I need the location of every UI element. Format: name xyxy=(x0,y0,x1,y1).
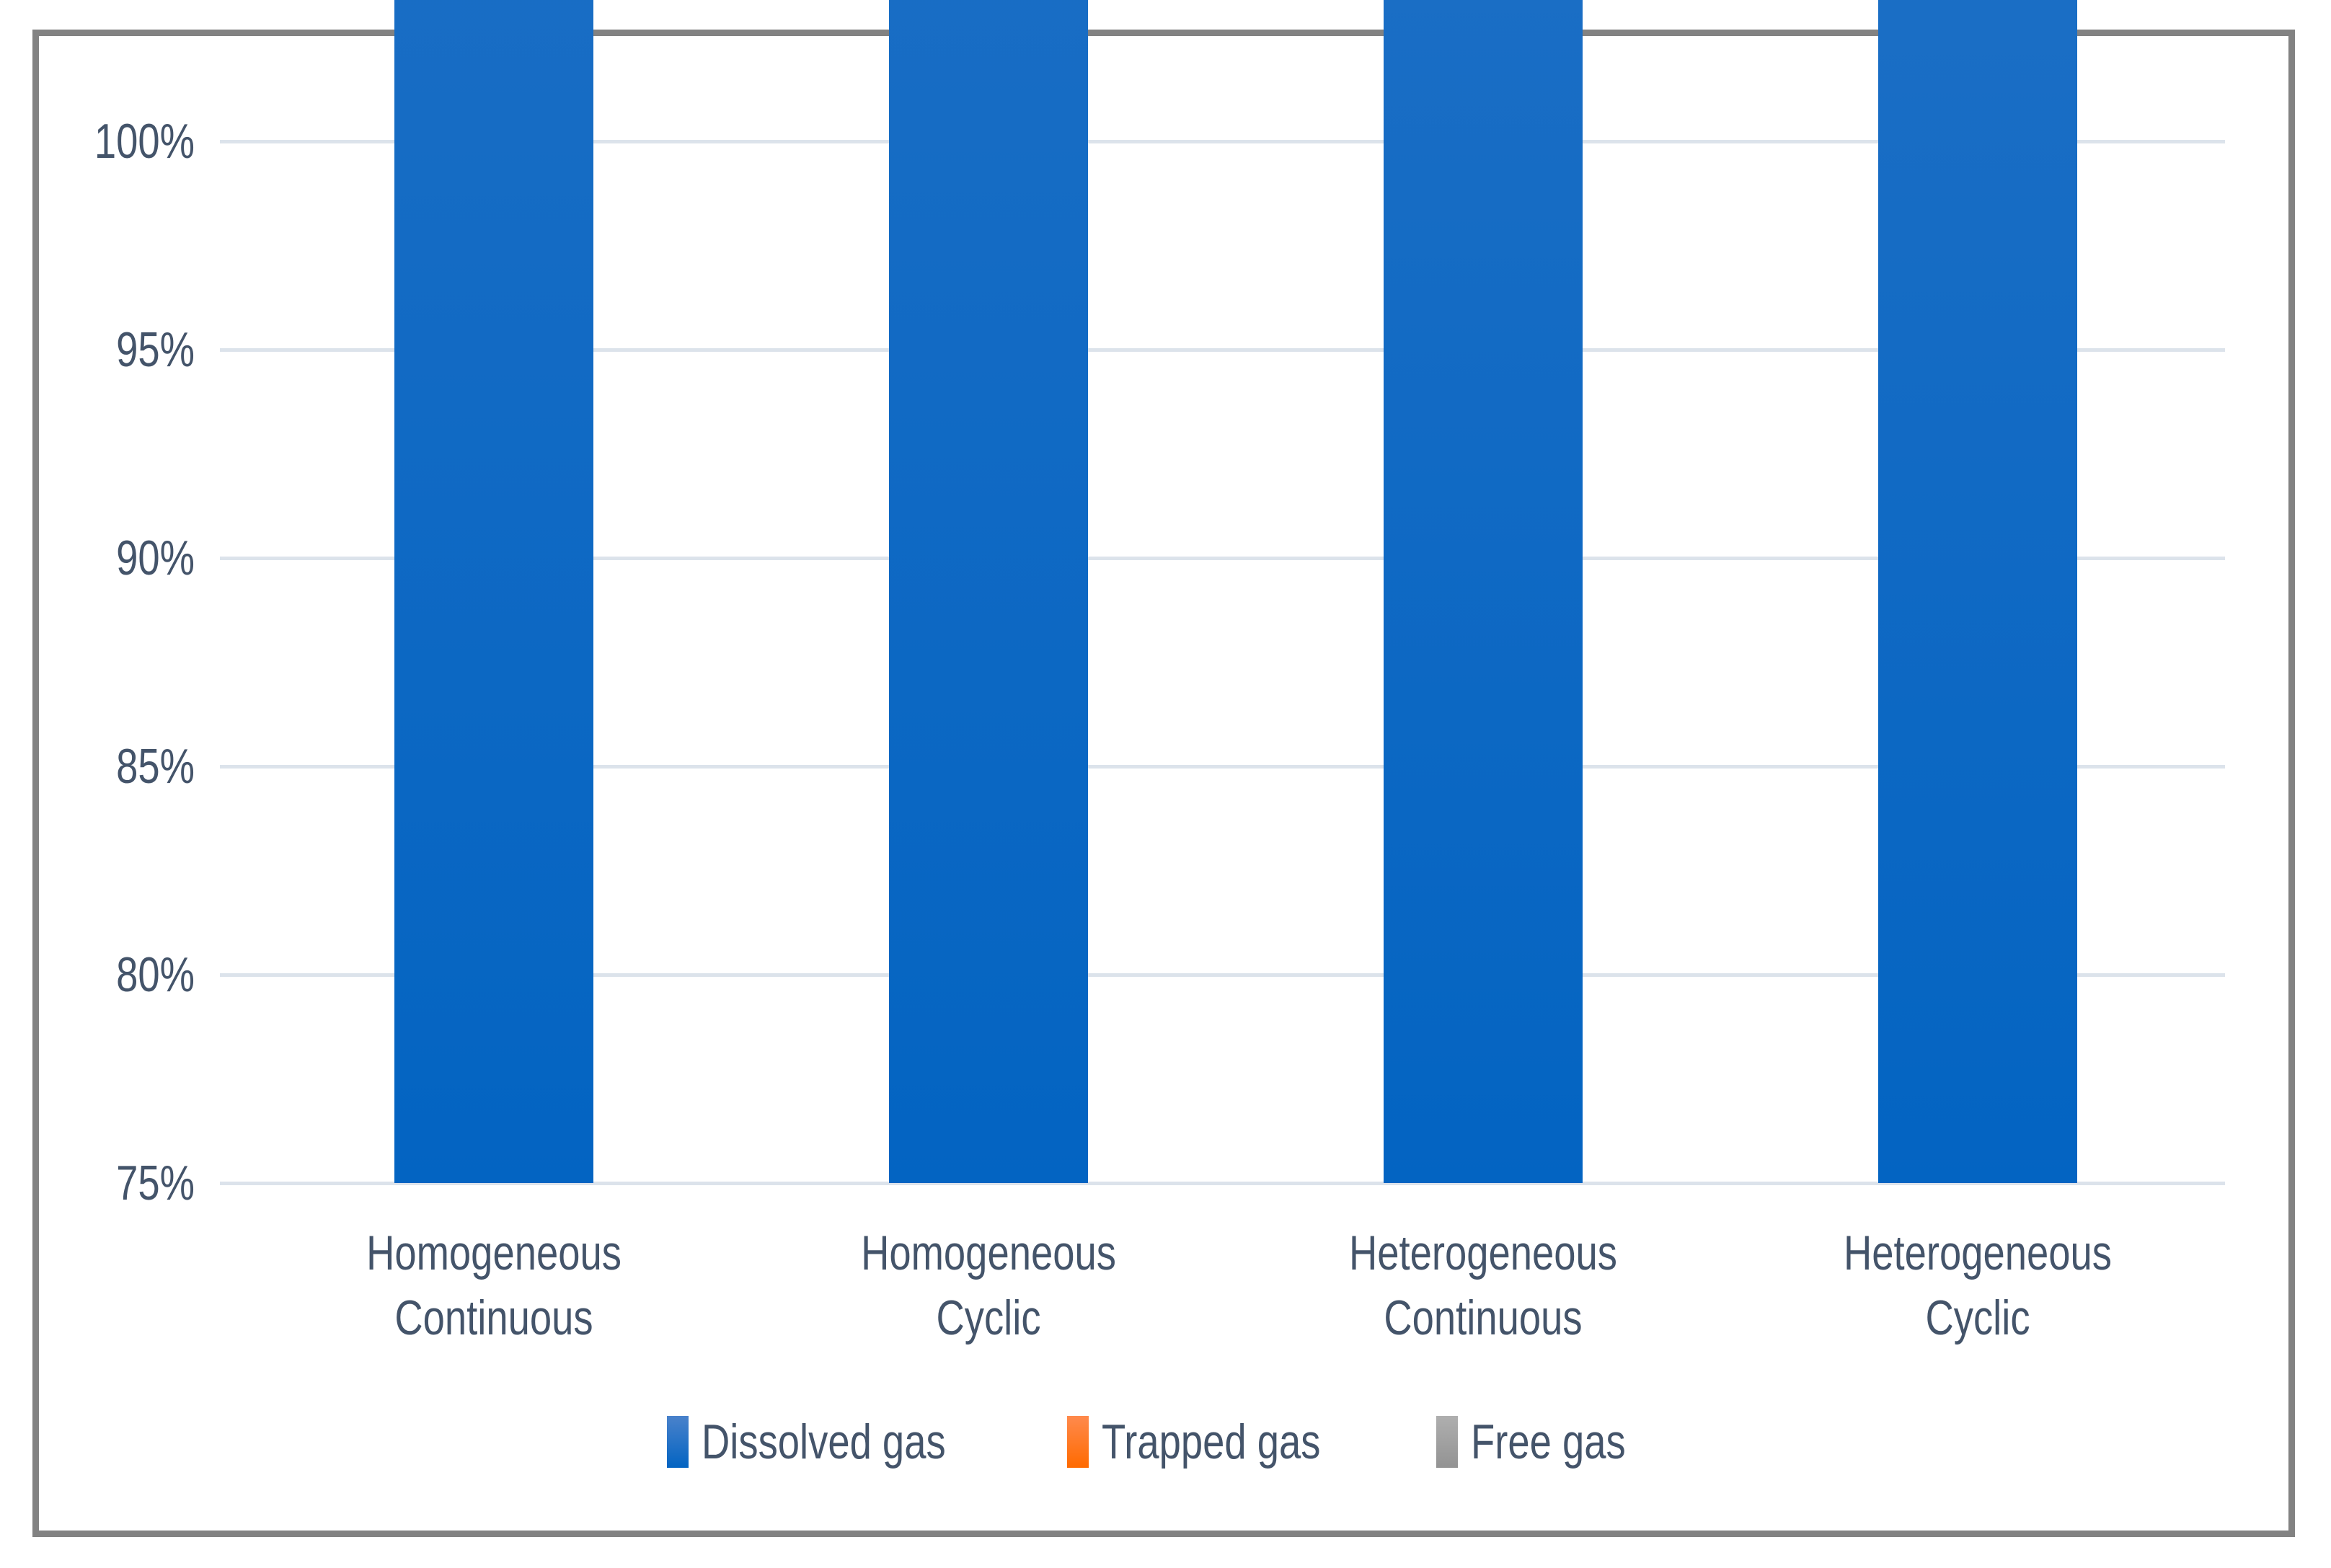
legend-label: Dissolved gas xyxy=(702,1414,946,1469)
legend-label: Trapped gas xyxy=(1102,1414,1321,1469)
chart-legend: Dissolved gas Trapped gas Free gas xyxy=(0,1388,2331,1496)
legend-item-free-gas: Free gas xyxy=(1436,1409,1664,1474)
chart-outer-border xyxy=(32,30,2295,1537)
legend-item-dissolved-gas: Dissolved gas xyxy=(667,1409,1007,1474)
legend-marker-trapped-gas-swatch xyxy=(1067,1416,1089,1468)
legend-label: Free gas xyxy=(1470,1414,1626,1469)
legend-marker-free-gas-swatch xyxy=(1436,1416,1458,1468)
legend-marker-dissolved-gas-swatch xyxy=(667,1416,689,1468)
legend-item-trapped-gas: Trapped gas xyxy=(1067,1409,1375,1474)
